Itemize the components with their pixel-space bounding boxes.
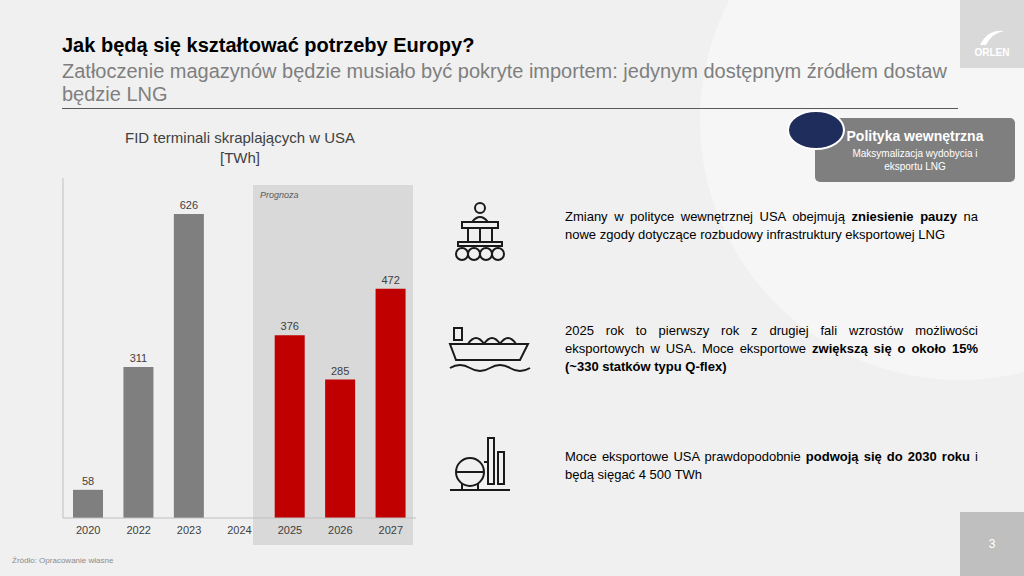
svg-text:376: 376 xyxy=(281,320,299,332)
svg-text:2025: 2025 xyxy=(278,524,302,536)
html-text:Źródło: Opracowanie własne: Źródło: Opracowanie własne xyxy=(12,556,114,565)
html-text:ORLEN: ORLEN xyxy=(974,47,1010,58)
svg-text:311: 311 xyxy=(130,352,148,364)
svg-text:472: 472 xyxy=(381,274,399,286)
svg-text:2026: 2026 xyxy=(328,524,352,536)
html-text:Polityka wewnętrzna: Polityka wewnętrzna xyxy=(846,128,984,144)
html-text:2025 rok to pierwszy rok z dru: 2025 rok to pierwszy rok z drugiej fali … xyxy=(565,323,978,374)
svg-text:2024: 2024 xyxy=(227,524,251,536)
html-text:Prognoza: Prognoza xyxy=(260,190,299,200)
html-text:Moce eksportowe USA prawdopodo: Moce eksportowe USA prawdopodobnie podwo… xyxy=(565,449,978,482)
svg-text:2023: 2023 xyxy=(177,524,201,536)
html-text:Maksymalizacja wydobycia i eks: Maksymalizacja wydobycia i eksportu LNG xyxy=(852,148,978,172)
svg-text:2027: 2027 xyxy=(379,524,403,536)
html-text:Zmiany w polityce wewnętrznej: Zmiany w polityce wewnętrznej USA obejmu… xyxy=(565,209,978,242)
html-text:3: 3 xyxy=(988,537,996,551)
svg-text:285: 285 xyxy=(331,365,349,377)
svg-text:58: 58 xyxy=(82,475,94,487)
html-text:Jak będą się kształtować potrz: Jak będą się kształtować potrzeby Europy… xyxy=(62,34,475,56)
svg-text:2020: 2020 xyxy=(76,524,100,536)
svg-text:2022: 2022 xyxy=(126,524,150,536)
html-text:Zatłoczenie magazynów będzie m: Zatłoczenie magazynów będzie musiało być… xyxy=(62,60,947,105)
svg-text:626: 626 xyxy=(180,199,198,211)
html-text:FID terminali skraplających w: FID terminali skraplających w USA [TWh] xyxy=(125,129,355,166)
